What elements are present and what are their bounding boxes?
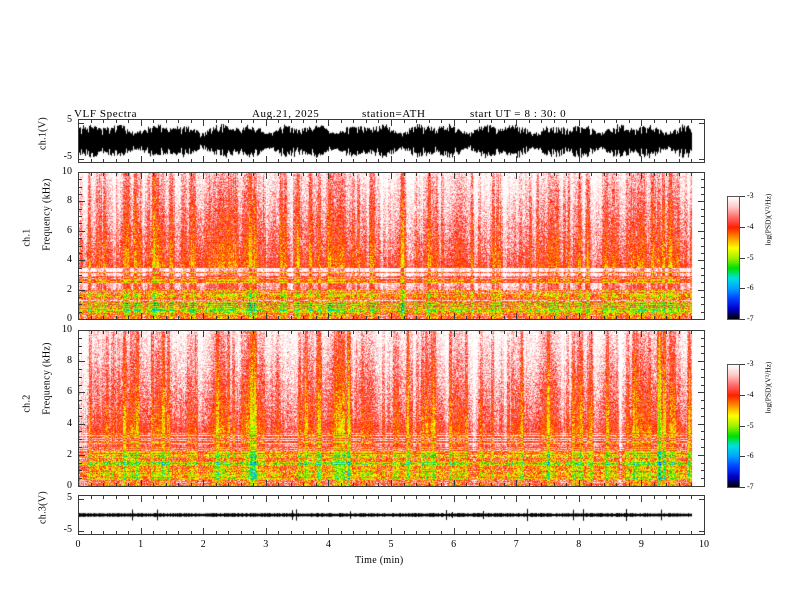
figure-station: station=ATH [362,108,426,120]
ch2-spectrogram-image [79,331,704,486]
colorbar-tick-label: -4 [747,389,754,399]
colorbar-tick-label: -7 [747,482,754,491]
panel-ch1-spectrogram [78,172,705,320]
ch1-ytick-bottom: -5 [63,151,72,162]
colorbar-ch2-label: log(PSD)(V²/Hz) [763,361,773,414]
yaxis-tick-label: 4 [67,417,72,429]
panel-ch2-spectrogram [78,330,705,487]
yaxis-tick-label: 2 [67,448,72,460]
xaxis-tick-label: 8 [576,539,582,550]
colorbar-tick-label: -5 [747,420,754,430]
yaxis-tick-label: 8 [67,195,72,207]
colorbar-tick-label: -7 [747,314,754,323]
xaxis-tick-label: 3 [263,539,269,550]
ch1-ytick-top: 5 [67,114,72,125]
xaxis-label: Time (min) [355,555,404,566]
xaxis-tick-label: 6 [451,539,457,550]
yaxis-tick-label: 8 [67,355,72,367]
yaxis-tick-label: 2 [67,283,72,295]
ch1-waveform-trace [79,120,704,162]
yaxis-tick-label: 10 [62,166,72,177]
yaxis-tick-label: 6 [67,386,72,398]
colorbar-tick-label: -6 [747,283,754,293]
yaxis-tick-label: 0 [67,480,72,491]
xaxis-tick-label: 7 [513,539,519,550]
ch1-spectrogram-image [79,173,704,319]
colorbar-tick-label: -5 [747,252,754,262]
ch3-ytick-bottom: -5 [63,524,72,535]
colorbar-tick-label: -3 [747,191,754,200]
xaxis-tick-label: 9 [638,539,644,550]
colorbar-ch1 [727,196,740,320]
yaxis-tick-label: 0 [67,313,72,324]
yaxis-tick-label: 4 [67,254,72,266]
yaxis-tick-label: 6 [67,224,72,236]
yaxis-tick-label: 10 [62,324,72,335]
colorbar-tick-label: -6 [747,451,754,461]
figure-title: VLF Spectra [74,108,138,120]
xaxis-tick-label: 1 [138,539,144,550]
xaxis-tick-label: 4 [325,539,331,550]
ch3-waveform-trace [79,496,704,534]
xaxis-tick-label: 0 [75,539,81,550]
xaxis-tick-label: 10 [699,539,709,550]
colorbar-tick-label: -3 [747,359,754,368]
ch3-ytick-top: 5 [67,492,72,503]
xaxis-tick-label: 2 [200,539,206,550]
figure-date: Aug.21, 2025 [252,108,320,120]
colorbar-tick-label: -4 [747,221,754,231]
panel-ch1-waveform [78,119,705,163]
xaxis-tick-label: 5 [388,539,394,550]
figure-start-ut: start UT = 8 : 30: 0 [470,108,567,120]
colorbar-ch2 [727,364,740,488]
colorbar-ch1-label: log(PSD)(V²/Hz) [763,193,773,246]
